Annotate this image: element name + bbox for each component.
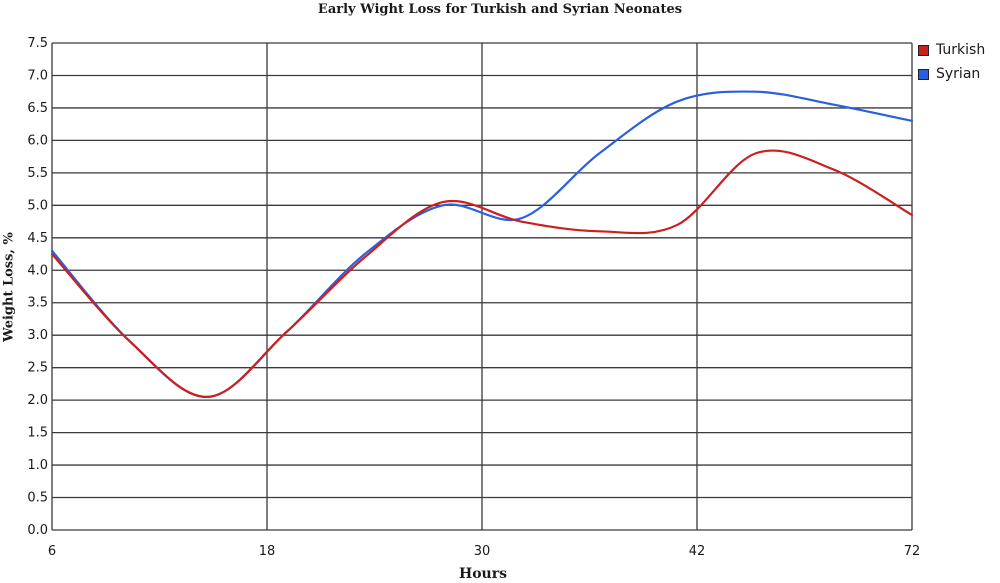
y-tick-label: 5.0 — [27, 198, 48, 213]
x-axis-ticks: 6 18 30 42 72 — [48, 544, 920, 559]
legend-item-syrian: Syrian — [918, 62, 985, 86]
series-lines — [50, 90, 914, 398]
y-tick-label: 0.5 — [27, 491, 48, 506]
y-tick-label: 1.0 — [27, 458, 48, 473]
y-tick-label: 3.0 — [27, 328, 48, 343]
y-tick-label: 2.5 — [27, 361, 48, 376]
chart-title: Early Wight Loss for Turkish and Syrian … — [317, 2, 683, 17]
legend: Turkish Syrian — [918, 38, 985, 86]
y-tick-label: 3.5 — [27, 296, 48, 311]
x-axis-label: Hours — [458, 566, 508, 582]
y-tick-label: 6.0 — [27, 133, 48, 148]
x-tick-label: 42 — [689, 544, 706, 559]
y-tick-label: 5.5 — [27, 166, 48, 181]
legend-item-turkish: Turkish — [918, 38, 985, 62]
y-tick-label: 4.0 — [27, 263, 48, 278]
legend-label-syrian: Syrian — [936, 66, 981, 82]
y-tick-label: 7.0 — [27, 68, 48, 83]
y-tick-label: 0.0 — [27, 523, 48, 538]
y-tick-label: 2.0 — [27, 393, 48, 408]
legend-label-turkish: Turkish — [936, 42, 986, 58]
x-tick-label: 6 — [48, 544, 56, 559]
y-tick-label: 6.5 — [27, 101, 48, 116]
legend-swatch-syrian — [918, 68, 929, 80]
y-axis-ticks: 0.0 0.5 1.0 1.5 2.0 2.5 3.0 3.5 4.0 4.5 5.0 5.5 6.0 6… — [27, 36, 48, 538]
series-line-turkish — [50, 149, 914, 398]
x-tick-label: 72 — [904, 544, 921, 559]
x-tick-label: 30 — [474, 544, 491, 559]
y-tick-label: 4.5 — [27, 231, 48, 246]
grid — [51, 42, 913, 531]
y-tick-label: 1.5 — [27, 426, 48, 441]
legend-swatch-turkish — [918, 44, 929, 56]
x-tick-label: 18 — [259, 544, 276, 559]
y-tick-label: 7.5 — [27, 36, 48, 51]
